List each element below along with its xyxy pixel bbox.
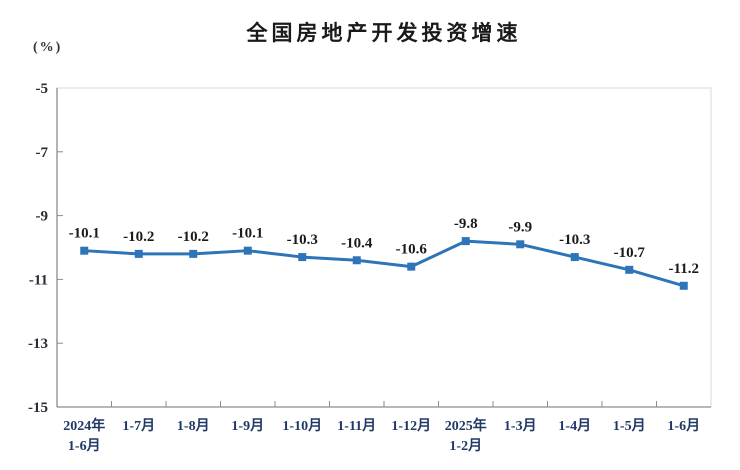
data-point-label: -9.9	[508, 219, 532, 235]
y-axis-tick-label: -15	[28, 400, 48, 416]
y-axis-tick-label: -5	[36, 81, 49, 97]
x-axis-category-label: 1-3月	[504, 418, 537, 434]
x-axis-category-label: 1-4月	[558, 418, 591, 434]
series-line	[82, 239, 686, 288]
data-point-marker	[243, 246, 252, 255]
y-axis-tick-label: -9	[36, 209, 49, 225]
x-axis-category-label: 1-2月	[449, 438, 482, 454]
y-axis-tick-label: -13	[28, 336, 48, 352]
data-point-label: -10.1	[232, 226, 263, 242]
x-axis-category-label: 1-5月	[613, 418, 646, 434]
data-point-label: -10.2	[123, 229, 154, 245]
data-point-marker	[570, 253, 579, 262]
data-point-label: -10.1	[69, 226, 100, 242]
x-axis-category-label: 1-12月	[391, 418, 431, 434]
data-point-marker	[134, 249, 143, 258]
data-point-label: -10.4	[341, 235, 373, 251]
data-point-label: -10.6	[396, 242, 428, 258]
data-point-marker	[516, 240, 525, 249]
data-point-label: -10.3	[287, 232, 318, 248]
x-axis-category-label: 2025年	[445, 417, 487, 434]
x-axis-category-label: 1-6月	[68, 438, 101, 454]
data-point-marker	[407, 262, 416, 271]
x-axis-category-label: 1-8月	[177, 418, 210, 434]
x-axis-category-label: 1-7月	[122, 418, 155, 434]
data-point-marker	[189, 249, 198, 258]
data-point-marker	[679, 281, 688, 290]
data-point-marker	[461, 237, 470, 246]
chart-title: 全国房地产开发投资增速	[246, 22, 522, 45]
data-point-marker	[80, 246, 89, 255]
data-point-label: -10.2	[178, 229, 209, 245]
data-point-marker	[352, 256, 361, 265]
data-point-marker	[625, 265, 634, 274]
y-axis-tick-label: -11	[29, 272, 48, 288]
x-axis-category-label: 1-11月	[337, 418, 376, 434]
data-point-label: -9.8	[454, 216, 478, 232]
y-axis-tick-label: -7	[36, 145, 49, 161]
y-axis-unit-label: (%)	[33, 40, 63, 55]
x-axis-category-label: 1-6月	[667, 418, 700, 434]
x-axis-category-label: 1-9月	[231, 418, 264, 434]
data-point-label: -11.2	[669, 261, 699, 277]
data-point-label: -10.7	[614, 245, 646, 261]
data-point-label: -10.3	[559, 232, 590, 248]
x-axis-category-label: 2024年	[63, 417, 105, 434]
x-axis-category-label: 1-10月	[282, 418, 322, 434]
data-point-marker	[298, 253, 307, 262]
